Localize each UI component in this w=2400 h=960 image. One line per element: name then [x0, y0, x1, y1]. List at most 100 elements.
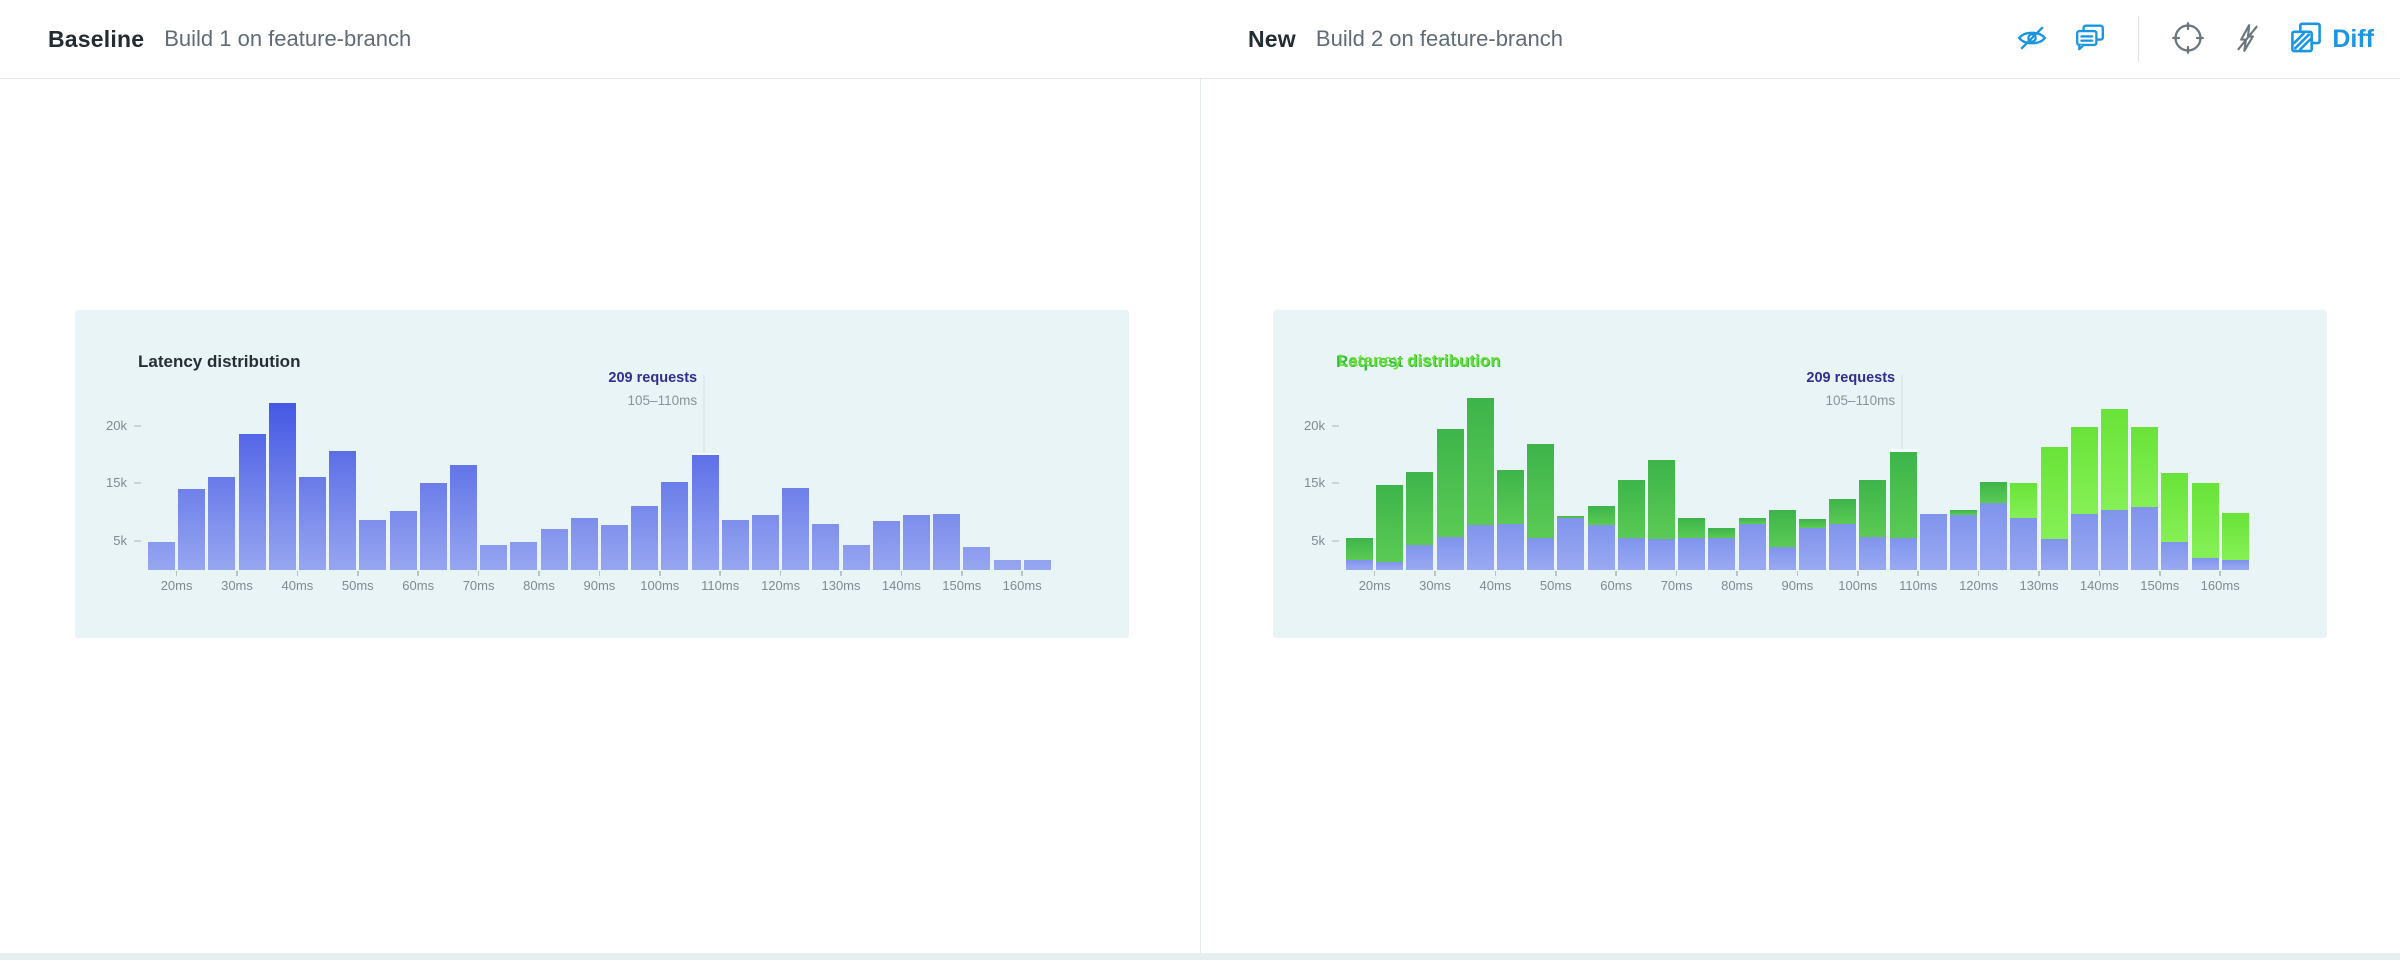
new-build-name: Build 2 on feature-branch — [1315, 26, 1563, 51]
diff-changed-segment — [1527, 444, 1555, 538]
y-axis-tick — [1332, 540, 1339, 542]
x-axis-label: 130ms — [2019, 578, 2059, 593]
new-screenshot-with-diff[interactable]: Request distribution Latency distribution… — [1273, 310, 2327, 638]
diff-changed-segment — [1406, 471, 1434, 546]
histogram-bar — [570, 517, 598, 570]
diff-changed-segment — [2070, 427, 2098, 515]
histogram-bar — [1738, 518, 1766, 570]
eye-off-icon — [2016, 22, 2048, 57]
histogram-bar — [601, 525, 628, 570]
diff-unchanged-segment — [1678, 538, 1706, 570]
histogram-bar — [2101, 408, 2128, 570]
pane-divider — [1200, 79, 1201, 953]
histogram-bar — [1919, 513, 1947, 570]
diff-changed-segment — [1436, 429, 1464, 537]
diff-changed-segment — [1829, 499, 1857, 524]
diff-unchanged-segment — [2070, 514, 2098, 570]
page-bottom-strip — [0, 953, 2400, 960]
hide-comparison-button[interactable] — [2014, 20, 2050, 59]
diff-changed-segment — [2131, 427, 2159, 508]
diff-unchanged-segment — [1346, 559, 1373, 570]
comments-icon — [2074, 22, 2106, 57]
histogram-bar — [903, 515, 930, 570]
x-axis-label: 30ms — [1419, 578, 1451, 593]
diff-unchanged-segment — [1950, 515, 1977, 570]
diff-unchanged-segment — [1889, 538, 1917, 570]
diff-changed-segment — [2161, 472, 2189, 542]
annotation-bar-cap — [1889, 449, 1917, 452]
x-axis-label: 120ms — [1959, 578, 1999, 593]
y-axis-label: 5k — [113, 533, 127, 548]
histogram-bar — [1587, 506, 1615, 570]
histogram-bar — [752, 515, 779, 570]
diff-unchanged-segment — [2191, 558, 2219, 570]
histogram-bar — [1859, 479, 1887, 570]
x-axis-tick — [779, 571, 782, 576]
x-axis-tick — [2098, 571, 2101, 576]
histogram-bar — [782, 487, 810, 570]
diff-unchanged-segment — [1527, 537, 1555, 570]
histogram-bar — [1950, 509, 1977, 570]
histogram-bar — [2131, 427, 2159, 570]
histogram-bar — [661, 481, 689, 570]
x-axis-tick — [1555, 571, 1557, 576]
x-axis-label: 150ms — [2140, 578, 2180, 593]
diff-unchanged-segment — [1587, 525, 1615, 570]
x-axis-tick — [2219, 571, 2221, 576]
histogram-bar — [963, 546, 991, 570]
histogram-bar — [2191, 483, 2219, 570]
histogram-bar — [1708, 528, 1736, 570]
focus-region-button[interactable] — [2169, 19, 2207, 60]
histogram-bar — [1376, 484, 1404, 570]
comments-button[interactable] — [2072, 20, 2108, 59]
x-axis-tick — [900, 571, 903, 576]
x-axis-tick — [659, 571, 661, 576]
histogram-bar — [359, 519, 387, 570]
diff-changed-segment — [1708, 528, 1736, 538]
histogram-bar — [208, 477, 236, 570]
histogram-bar — [812, 524, 840, 570]
diff-changed-segment — [2101, 408, 2128, 510]
diff-changed-segment — [1799, 518, 1826, 528]
x-axis-label: 100ms — [640, 578, 680, 593]
annotation-range: 105–110ms — [627, 393, 698, 408]
diff-toggle-label: Diff — [2332, 24, 2374, 53]
diff-unchanged-segment — [2131, 507, 2159, 570]
histogram-bar — [450, 464, 477, 570]
histogram-bar — [148, 542, 175, 570]
baseline-screenshot[interactable]: Latency distribution 5k 15k 20k 20ms 30ms 40ms… — [75, 310, 1129, 638]
remove-flash-button[interactable] — [2229, 20, 2265, 59]
x-axis-label: 60ms — [1600, 578, 1633, 593]
diff-changed-segment — [2221, 513, 2249, 560]
diff-unchanged-segment — [2221, 559, 2249, 570]
x-axis-label: 80ms — [1721, 578, 1753, 593]
x-axis-tick — [1736, 571, 1738, 576]
diff-changed-segment — [2191, 483, 2219, 559]
histogram-bar — [933, 513, 961, 570]
histogram-bar — [510, 542, 538, 570]
histogram-bar — [1023, 560, 1051, 570]
x-axis-label: 110ms — [1899, 578, 1938, 593]
x-axis-label: 140ms — [2079, 578, 2119, 593]
x-axis-tick — [719, 571, 721, 576]
histogram-bar — [2070, 427, 2098, 570]
diff-changed-segment — [1466, 397, 1494, 526]
diff-toggle-button[interactable]: Diff — [2287, 19, 2376, 60]
histogram-bar — [1557, 516, 1585, 570]
y-axis-tick — [134, 482, 141, 484]
diff-unchanged-segment — [1497, 524, 1524, 570]
histogram-bar — [721, 520, 749, 570]
x-axis-label: 50ms — [1539, 578, 1572, 593]
annotation-title: 209 requests — [608, 370, 698, 386]
diff-changed-segment — [1617, 479, 1645, 538]
histogram-bar — [540, 529, 568, 570]
histogram-bar — [268, 403, 296, 570]
diff-unchanged-segment — [1466, 525, 1494, 570]
toolbar-divider — [2138, 16, 2140, 62]
diff-changed-segment — [1768, 509, 1796, 548]
histogram-bar — [1436, 429, 1464, 570]
x-axis-tick — [1977, 571, 1980, 576]
y-axis-tick — [134, 540, 141, 542]
histogram-bar — [1497, 470, 1524, 570]
